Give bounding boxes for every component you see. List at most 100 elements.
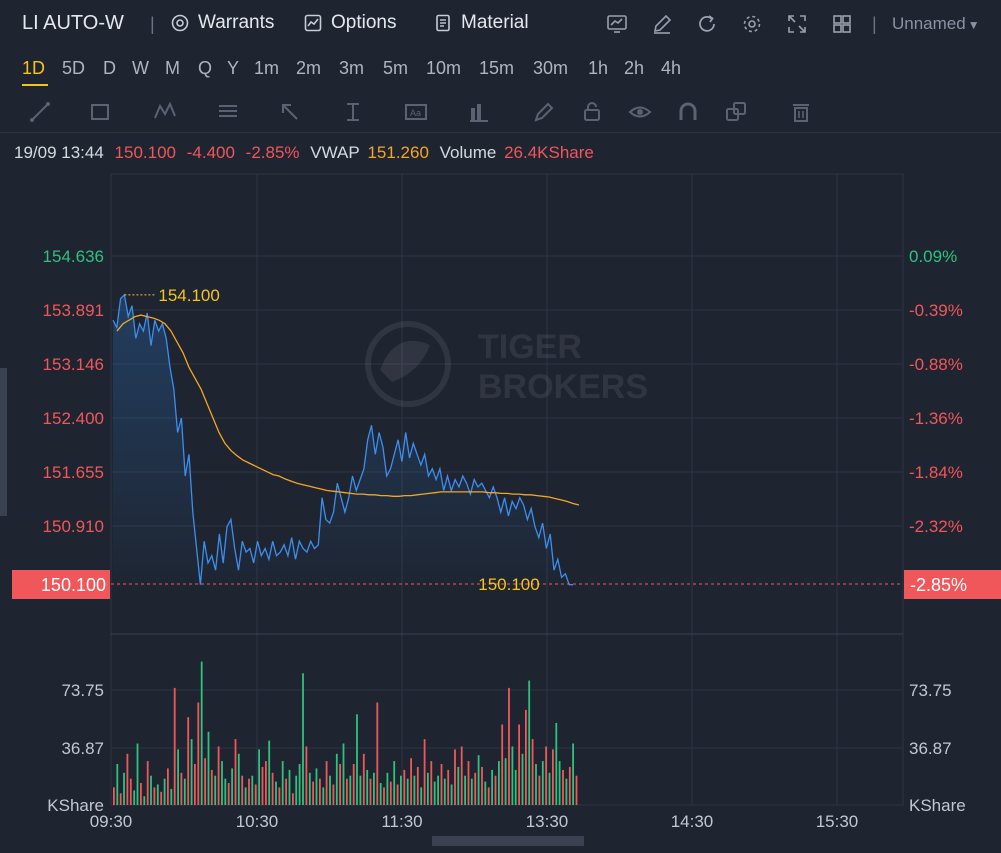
fibonacci-icon[interactable] [216, 100, 240, 124]
period-tab-y[interactable]: Y [227, 58, 240, 78]
nav-warrants[interactable]: Warrants [170, 12, 274, 34]
nav-material[interactable]: Material [433, 12, 529, 34]
trendline-icon[interactable] [28, 100, 52, 124]
volume-bar [271, 772, 274, 805]
time-tick-label: 13:30 [526, 812, 569, 831]
period-tab-2h[interactable]: 2h [624, 58, 645, 78]
pct-tick-label: -1.84% [909, 463, 963, 482]
period-tab-1m[interactable]: 1m [254, 58, 280, 78]
current-price-badge [12, 570, 110, 599]
top-toolbar: LI AUTO-W | Warrants Options Material | … [0, 0, 1001, 48]
lock-icon[interactable] [580, 100, 604, 124]
volume-bar [521, 753, 524, 805]
gear-icon[interactable] [741, 13, 763, 35]
plot-frame [110, 173, 904, 806]
volume-bar [565, 778, 568, 805]
text-icon[interactable]: Aa [404, 100, 428, 124]
period-tab-q[interactable]: Q [198, 58, 213, 78]
volume-bar [308, 772, 311, 805]
quote-datetime: 19/09 13:44 [14, 143, 104, 162]
period-tab-10m[interactable]: 10m [426, 58, 462, 78]
volume-bar [322, 787, 325, 805]
volume-bar [528, 680, 531, 805]
volume-bar [265, 761, 267, 805]
period-tab-15m[interactable]: 15m [479, 58, 515, 78]
volume-bar [244, 787, 247, 805]
period-tab-30m[interactable]: 30m [533, 58, 569, 78]
volume-bar [440, 764, 443, 805]
fullscreen-icon[interactable] [786, 13, 808, 35]
volume-bar [352, 764, 355, 805]
volume-bar [278, 787, 281, 805]
volume-bar [116, 764, 119, 805]
volume-bar [369, 778, 372, 805]
period-tab-1d[interactable]: 1D [22, 58, 46, 78]
period-tab-4h[interactable]: 4h [661, 58, 682, 78]
volume-bar [430, 761, 433, 805]
layout-selector[interactable]: Unnamed ▼ [892, 14, 980, 34]
volume-bar [457, 766, 460, 805]
period-tab-w[interactable]: W [132, 58, 149, 78]
period-tab-2m[interactable]: 2m [296, 58, 322, 78]
copy-icon[interactable] [724, 100, 748, 124]
volume-bar [541, 761, 544, 805]
grid-layout-icon[interactable] [831, 13, 853, 35]
trash-icon[interactable] [789, 100, 813, 124]
volume-bar [207, 731, 210, 805]
price-area [113, 294, 573, 586]
volume-bar [261, 766, 264, 805]
period-tab-5m[interactable]: 5m [383, 58, 409, 78]
volume-bar [167, 768, 169, 805]
bar-marker-icon[interactable] [467, 100, 491, 124]
volume-bar [562, 769, 564, 805]
volume-bar [119, 793, 122, 805]
volume-bar [437, 775, 439, 805]
edit-icon[interactable] [651, 13, 673, 35]
volume-bar [217, 746, 220, 805]
price-tick-label: 151.655 [43, 463, 104, 482]
price-tick-label: 153.146 [43, 355, 104, 374]
period-tab-m[interactable]: M [165, 58, 180, 78]
volume-bar [535, 764, 537, 805]
current-pct-value: -2.85% [910, 575, 967, 595]
volume-bar [183, 778, 186, 805]
period-tab-1h[interactable]: 1h [588, 58, 609, 78]
timeline-scroll-handle[interactable] [432, 836, 584, 846]
price-tick-label: 154.636 [43, 247, 104, 266]
volume-bar [403, 769, 406, 805]
chart-settings-icon[interactable] [606, 13, 628, 35]
refresh-icon[interactable] [696, 13, 718, 35]
pct-tick-label: -2.32% [909, 517, 963, 536]
rectangle-icon[interactable] [88, 100, 112, 124]
volume-bar [143, 796, 146, 805]
period-tab-3m[interactable]: 3m [339, 58, 365, 78]
left-panel-handle[interactable] [0, 368, 7, 516]
time-tick-label: 11:30 [381, 812, 422, 831]
volume-bar [373, 772, 375, 805]
volume-bar [126, 753, 129, 805]
period-tab-d[interactable]: D [103, 58, 116, 78]
volume-bar [464, 775, 466, 805]
nav-options[interactable]: Options [303, 12, 396, 34]
eye-icon[interactable] [628, 100, 652, 124]
volume-bar [177, 749, 179, 805]
pattern-icon[interactable] [153, 100, 177, 124]
arrow-icon[interactable] [278, 100, 302, 124]
ticker-symbol[interactable]: LI AUTO-W [22, 12, 124, 34]
magnet-icon[interactable] [676, 100, 700, 124]
caret-down-icon: ▼ [967, 18, 980, 32]
volume-bar [210, 769, 213, 805]
volume-bar [572, 743, 574, 805]
volume-bar [150, 775, 152, 805]
measure-icon[interactable] [341, 100, 365, 124]
volume-bar [487, 787, 490, 805]
volume-bar [511, 746, 514, 805]
pencil-icon[interactable] [532, 100, 556, 124]
current-pct-badge [904, 570, 1001, 599]
period-tab-5d[interactable]: 5D [62, 58, 86, 78]
price-tick-label: 153.891 [43, 301, 104, 320]
volume-unit-label: KShare [47, 796, 104, 815]
volume-bar [315, 768, 318, 805]
